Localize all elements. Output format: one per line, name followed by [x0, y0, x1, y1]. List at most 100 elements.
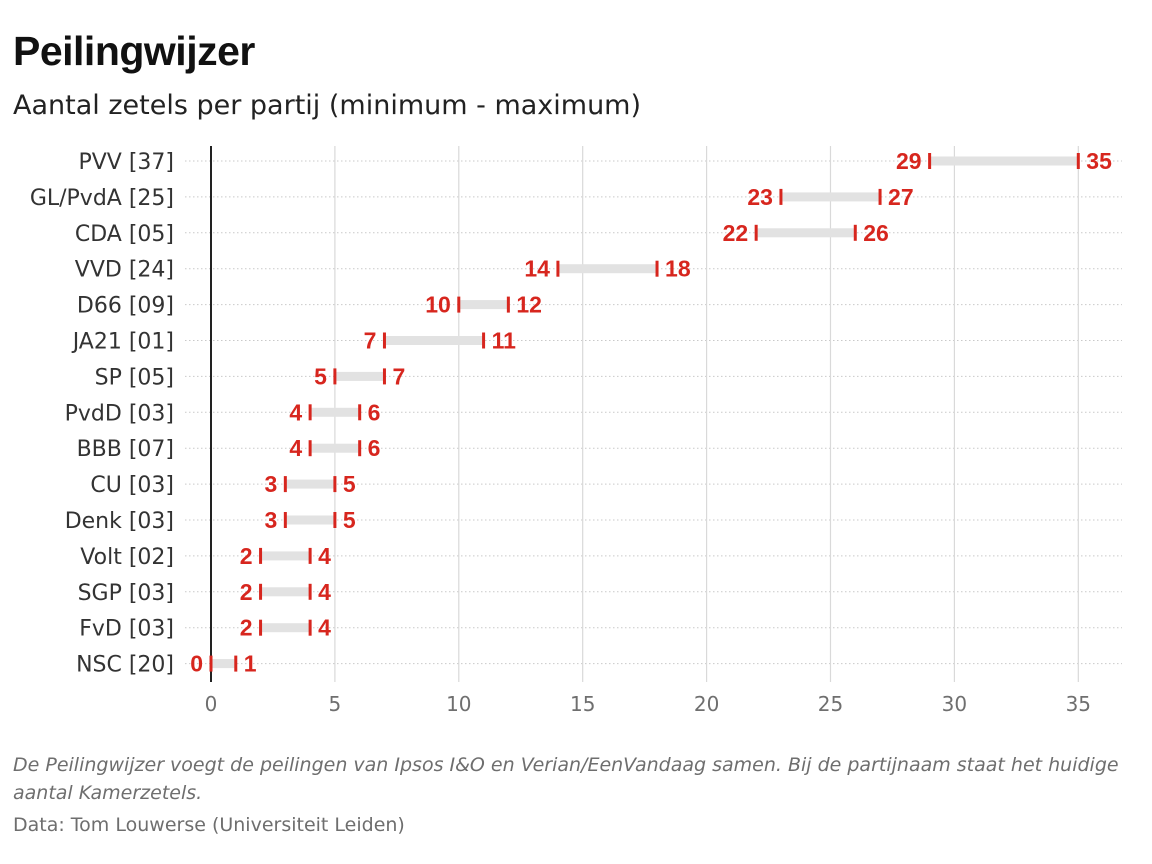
- range-bar: [285, 515, 335, 525]
- min-marker: [283, 512, 287, 528]
- min-marker: [308, 440, 312, 457]
- min-marker: [779, 188, 783, 205]
- range-bar: [211, 659, 236, 669]
- x-tick-label: 0: [205, 692, 218, 716]
- party-label: Denk [03]: [65, 509, 174, 534]
- party-label: GL/PvdA [25]: [30, 186, 174, 211]
- min-value-label: 3: [265, 507, 278, 533]
- min-marker: [928, 153, 932, 169]
- max-marker: [308, 583, 312, 600]
- max-value-label: 5: [343, 471, 356, 497]
- max-marker: [382, 368, 386, 385]
- max-value-label: 5: [343, 507, 356, 533]
- max-marker: [853, 224, 857, 241]
- max-value-label: 6: [368, 435, 381, 461]
- x-tick-label: 10: [446, 692, 471, 716]
- x-tick-label: 15: [570, 692, 595, 716]
- min-value-label: 7: [364, 328, 377, 354]
- max-marker: [308, 619, 312, 636]
- max-value-label: 4: [318, 579, 331, 605]
- min-value-label: 23: [747, 184, 773, 210]
- min-value-label: 2: [240, 579, 253, 605]
- range-bar: [458, 300, 509, 310]
- party-label: SGP [03]: [78, 581, 174, 606]
- min-value-label: 5: [314, 363, 327, 389]
- party-label: FvD [03]: [79, 617, 174, 642]
- min-marker: [333, 368, 337, 385]
- party-label: JA21 [01]: [71, 330, 174, 355]
- max-marker: [1076, 153, 1080, 169]
- max-marker: [333, 512, 337, 528]
- max-value-label: 4: [318, 543, 331, 569]
- max-value-label: 26: [863, 220, 889, 246]
- min-value-label: 2: [240, 543, 253, 569]
- min-marker: [556, 260, 560, 277]
- max-value-label: 35: [1086, 148, 1112, 174]
- party-label: Volt [02]: [80, 545, 174, 570]
- range-bar: [557, 264, 658, 274]
- max-value-label: 6: [368, 399, 381, 425]
- min-value-label: 22: [723, 220, 749, 246]
- min-marker: [457, 296, 461, 313]
- min-value-label: 3: [265, 471, 278, 497]
- min-marker: [382, 332, 386, 349]
- range-bar: [756, 228, 856, 238]
- range-bar: [384, 336, 484, 345]
- party-label: SP [05]: [95, 365, 174, 390]
- party-label: PvdD [03]: [65, 401, 174, 426]
- max-marker: [234, 655, 238, 672]
- range-bar: [929, 156, 1079, 166]
- min-marker: [754, 224, 758, 241]
- party-label: D66 [09]: [77, 294, 174, 319]
- min-value-label: 0: [190, 651, 203, 677]
- party-label: NSC [20]: [76, 653, 174, 678]
- chart-subtitle: Aantal zetels per partij (minimum - maxi…: [13, 90, 642, 121]
- max-marker: [358, 404, 362, 421]
- max-value-label: 27: [888, 184, 914, 210]
- min-marker: [259, 547, 263, 564]
- min-value-label: 2: [240, 615, 253, 641]
- min-value-label: 29: [896, 148, 922, 174]
- min-value-label: 4: [289, 399, 302, 425]
- range-bar: [260, 551, 311, 561]
- max-value-label: 11: [492, 328, 517, 354]
- max-marker: [482, 332, 486, 349]
- range-bar: [310, 443, 360, 453]
- range-bar: [260, 623, 311, 633]
- max-marker: [655, 260, 659, 277]
- x-tick-label: 35: [1066, 692, 1091, 716]
- max-value-label: 7: [392, 363, 405, 389]
- min-marker: [259, 619, 263, 636]
- min-marker: [209, 655, 213, 672]
- range-bar: [310, 407, 360, 417]
- max-marker: [358, 440, 362, 457]
- range-bar: [285, 479, 335, 489]
- min-marker: [308, 404, 312, 421]
- grid-layer: [185, 146, 1122, 682]
- max-value-label: 18: [665, 256, 691, 282]
- party-label: CU [03]: [90, 473, 174, 498]
- party-label: PVV [37]: [78, 150, 174, 175]
- party-label: CDA [05]: [75, 222, 174, 247]
- max-marker: [333, 476, 337, 493]
- max-marker: [506, 296, 510, 313]
- x-tick-label: 5: [329, 692, 342, 716]
- min-value-label: 14: [524, 256, 550, 282]
- range-bar: [780, 192, 881, 202]
- footnote: De Peilingwijzer voegt de peilingen van …: [13, 754, 1119, 804]
- range-bar: [334, 371, 385, 381]
- party-label: BBB [07]: [77, 437, 174, 462]
- x-tick-label: 20: [694, 692, 719, 716]
- min-value-label: 4: [289, 435, 302, 461]
- x-tick-label: 25: [818, 692, 843, 716]
- min-marker: [259, 583, 263, 600]
- data-source: Data: Tom Louwerse (Universiteit Leiden): [13, 814, 405, 836]
- party-label: VVD [24]: [75, 258, 174, 283]
- bar-layer: [209, 153, 1080, 672]
- range-bar: [260, 587, 311, 597]
- x-tick-label: 30: [942, 692, 967, 716]
- max-value-label: 4: [318, 615, 331, 641]
- min-value-label: 10: [425, 292, 451, 318]
